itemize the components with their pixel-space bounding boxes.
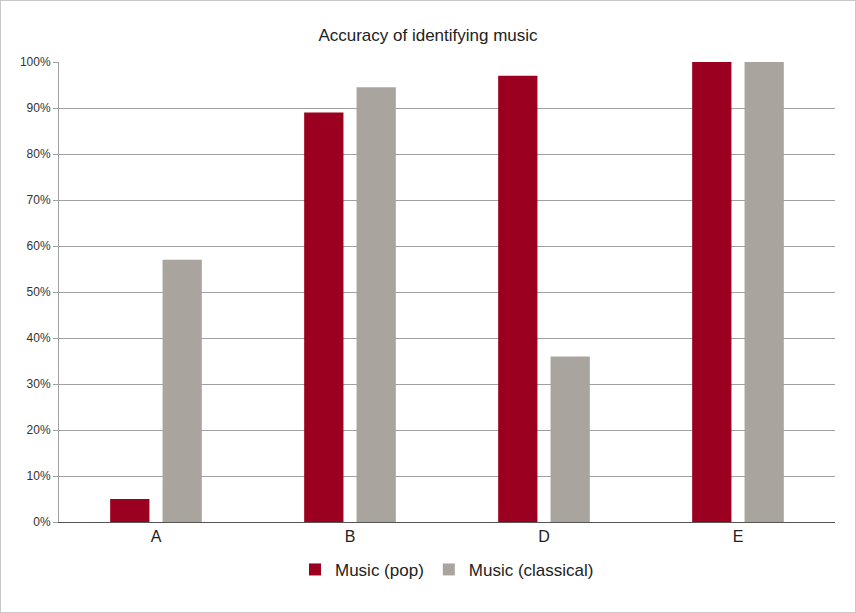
svg-text:0%: 0% <box>33 515 51 529</box>
svg-text:30%: 30% <box>27 377 51 391</box>
svg-text:20%: 20% <box>27 423 51 437</box>
svg-text:50%: 50% <box>27 285 51 299</box>
svg-text:40%: 40% <box>27 331 51 345</box>
svg-text:70%: 70% <box>27 193 51 207</box>
svg-text:90%: 90% <box>27 101 51 115</box>
svg-text:E: E <box>733 528 744 545</box>
svg-text:Music (pop): Music (pop) <box>335 561 424 580</box>
svg-text:Music (classical): Music (classical) <box>469 561 594 580</box>
svg-text:D: D <box>538 528 550 545</box>
svg-text:60%: 60% <box>27 239 51 253</box>
svg-text:10%: 10% <box>27 469 51 483</box>
svg-text:80%: 80% <box>27 147 51 161</box>
svg-text:A: A <box>151 528 162 545</box>
svg-text:Accuracy of identifying music: Accuracy of identifying music <box>318 26 538 45</box>
svg-text:B: B <box>345 528 356 545</box>
svg-text:100%: 100% <box>20 55 51 69</box>
